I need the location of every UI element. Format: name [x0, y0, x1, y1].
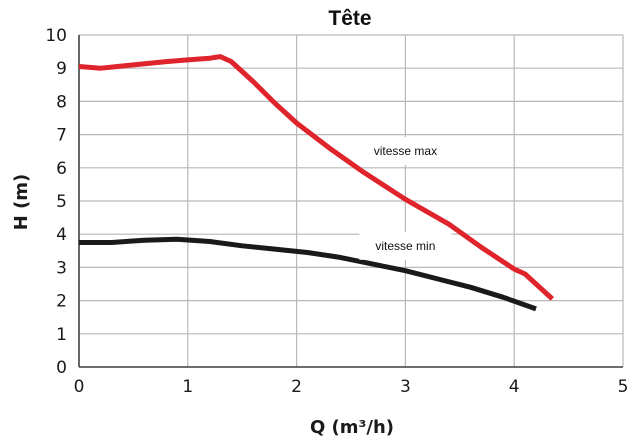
- y-tick-label: 3: [56, 258, 67, 278]
- series: [78, 54, 554, 312]
- y-tick-label: 2: [56, 292, 67, 312]
- grid: [78, 34, 624, 368]
- x-tick-label: 1: [182, 377, 193, 397]
- x-tick-label: 3: [400, 377, 411, 397]
- annotation-label: vitesse min: [375, 239, 435, 253]
- x-tick-label: 0: [74, 377, 85, 397]
- annotation-label: vitesse max: [374, 144, 437, 158]
- series-line-min-speed: [79, 236, 537, 312]
- y-tick-label: 6: [56, 159, 67, 179]
- y-tick-label: 9: [56, 59, 67, 79]
- axes: [78, 35, 623, 368]
- y-tick-label: 7: [56, 126, 67, 146]
- y-tick-label: 0: [56, 358, 67, 378]
- y-axis-ticks: 0 1 2 3 4 5 6 7 8 9 10: [45, 26, 67, 378]
- x-tick-label: 2: [291, 377, 302, 397]
- x-tick-label: 4: [509, 377, 520, 397]
- y-axis-label: H (m): [11, 174, 32, 231]
- y-tick-label: 8: [56, 92, 67, 112]
- y-tick-label: 1: [56, 325, 67, 345]
- annotations: vitesse max vitesse min: [359, 137, 452, 260]
- y-tick-label: 10: [45, 26, 67, 46]
- y-tick-label: 4: [56, 225, 67, 245]
- y-tick-label: 5: [56, 192, 67, 212]
- annotation-background: [359, 231, 452, 260]
- annotation-background: [359, 137, 452, 166]
- x-axis-ticks: 0 1 2 3 4 5: [74, 377, 629, 397]
- series-line-max-speed: [78, 54, 554, 301]
- chart-title: Tête: [328, 7, 371, 30]
- x-axis-label: Q (m³/h): [310, 417, 394, 438]
- x-tick-label: 5: [618, 377, 629, 397]
